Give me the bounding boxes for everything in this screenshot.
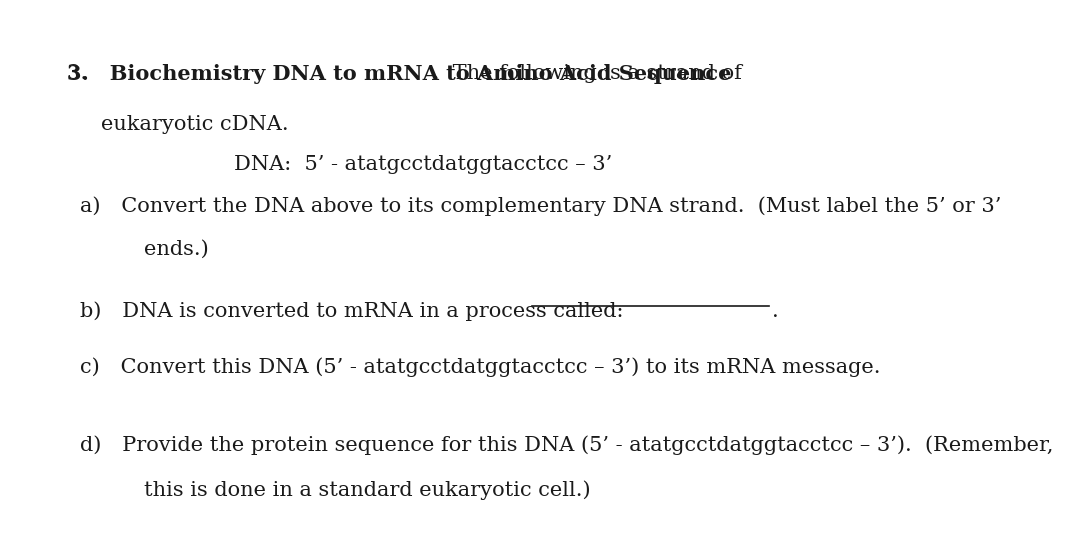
Text: d) Provide the protein sequence for this DNA (5’ - atatgcctdatggtacctcc – 3’).  : d) Provide the protein sequence for this… (80, 435, 1053, 454)
Text: 3. Biochemistry DNA to mRNA to Amino Acid Sequence: 3. Biochemistry DNA to mRNA to Amino Aci… (67, 64, 731, 84)
Text: c) Convert this DNA (5’ - atatgcctdatggtacctcc – 3’) to its mRNA message.: c) Convert this DNA (5’ - atatgcctdatggt… (80, 357, 881, 377)
Text: this is done in a standard eukaryotic cell.): this is done in a standard eukaryotic ce… (144, 480, 591, 500)
Text: eukaryotic cDNA.: eukaryotic cDNA. (101, 115, 289, 134)
Text: ends.): ends.) (144, 240, 209, 259)
Text: DNA:  5’ - atatgcctdatggtacctcc – 3’: DNA: 5’ - atatgcctdatggtacctcc – 3’ (235, 155, 613, 174)
Text: b) DNA is converted to mRNA in a process called:: b) DNA is converted to mRNA in a process… (80, 301, 624, 321)
Text: 3.                                                  .  The following is a strand: 3. . The following is a strand (67, 64, 742, 83)
Text: a) Convert the DNA above to its complementary DNA strand.  (Must label the 5’ or: a) Convert the DNA above to its compleme… (80, 196, 1002, 216)
Text: .: . (772, 301, 779, 321)
